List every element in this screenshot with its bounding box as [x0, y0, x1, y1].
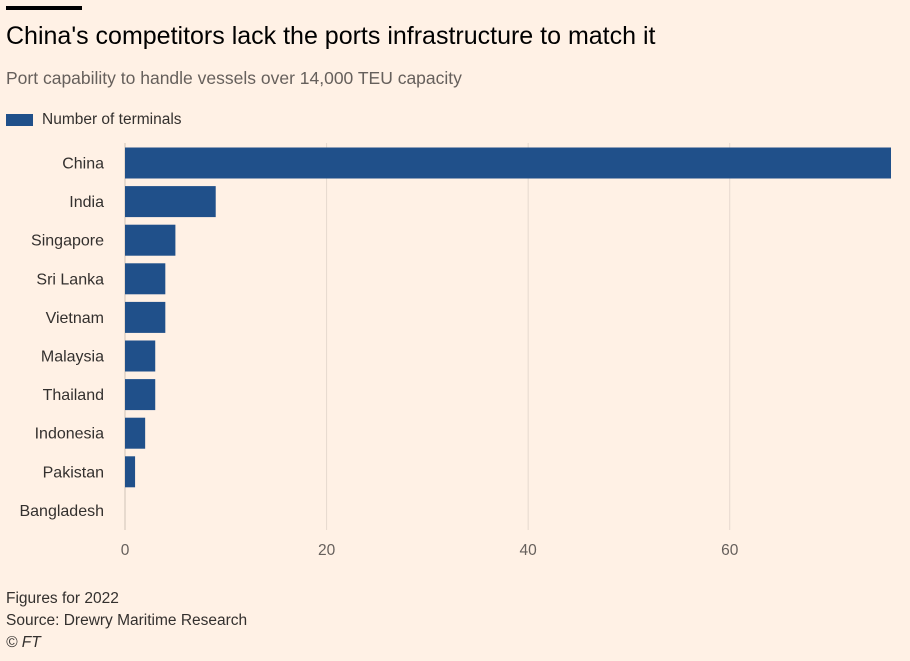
- x-tick-label: 0: [121, 542, 130, 559]
- category-label: India: [69, 194, 104, 211]
- footer-copyright: © FT: [6, 634, 41, 651]
- category-label: Vietnam: [46, 310, 104, 327]
- bar-sri-lanka: [125, 263, 166, 295]
- x-tick-label: 60: [721, 542, 739, 559]
- bar-malaysia: [125, 340, 156, 372]
- category-label: Malaysia: [41, 349, 104, 366]
- category-label: Indonesia: [35, 426, 104, 443]
- bar-vietnam: [125, 301, 166, 333]
- bar-china: [125, 147, 891, 179]
- top-rule: [6, 6, 82, 10]
- bar-indonesia: [125, 417, 146, 449]
- category-label: Pakistan: [43, 464, 104, 481]
- chart-subtitle: Port capability to handle vessels over 1…: [6, 68, 462, 88]
- x-tick-label: 20: [318, 542, 336, 559]
- category-label: China: [62, 156, 104, 173]
- x-tick-label: 40: [520, 542, 538, 559]
- bar-india: [125, 186, 216, 218]
- legend-swatch: [6, 114, 33, 126]
- bar-pakistan: [125, 456, 136, 488]
- footer-source: Source: Drewry Maritime Research: [6, 612, 248, 629]
- legend: Number of terminals: [6, 110, 182, 130]
- chart-title: China's competitors lack the ports infra…: [6, 22, 656, 50]
- bar-chart: China India Singapore Sri Lanka Vietnam Malay…: [19, 143, 891, 559]
- category-label: Thailand: [43, 387, 104, 404]
- category-label: Bangladesh: [19, 503, 104, 520]
- bar-singapore: [125, 224, 176, 256]
- legend-label: Number of terminals: [42, 111, 182, 128]
- footer-note: Figures for 2022: [6, 590, 119, 607]
- category-label: Sri Lanka: [36, 271, 104, 288]
- category-label: Singapore: [31, 233, 104, 250]
- bar-thailand: [125, 379, 156, 411]
